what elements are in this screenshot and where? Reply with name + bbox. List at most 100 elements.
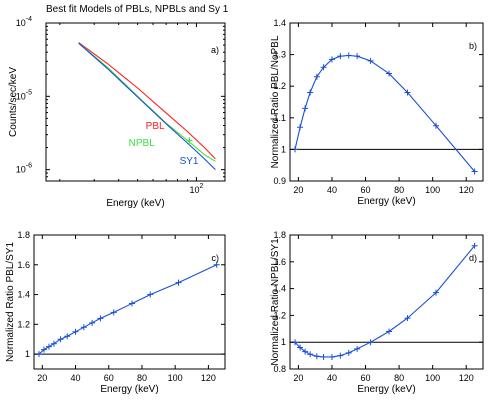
- y-tick-label: 1.6: [17, 260, 30, 270]
- data-point: [433, 289, 440, 296]
- y-tick-label: 1.8: [273, 230, 286, 240]
- npbl-marker: [186, 137, 193, 144]
- series-line-ratio: [294, 54, 476, 172]
- data-point: [89, 319, 96, 326]
- x-tick-label: 102: [189, 183, 203, 195]
- data-point: [367, 57, 374, 64]
- data-point: [302, 348, 309, 355]
- data-point: [386, 328, 393, 335]
- data-point: [128, 300, 135, 307]
- data-point: [471, 242, 478, 249]
- x-tick-label: 60: [104, 373, 114, 383]
- data-point: [433, 122, 440, 129]
- figure-title: Best fit Models of PBLs, NPBLs and Sy 1: [46, 4, 229, 15]
- data-point: [354, 53, 361, 60]
- x-tick-label: 120: [201, 373, 216, 383]
- series-line-sy1: [78, 42, 216, 170]
- series-line-pbl: [78, 42, 216, 160]
- x-tick-label: 100: [168, 373, 183, 383]
- x-axis-label: Energy (keV): [357, 384, 415, 395]
- data-point: [404, 89, 411, 96]
- x-tick-label: 20: [37, 373, 47, 383]
- x-tick-label: 40: [327, 185, 337, 195]
- x-tick-label: 20: [293, 373, 303, 383]
- plot-frame: [289, 22, 484, 182]
- x-axis-label: Energy (keV): [106, 198, 164, 209]
- x-tick-label: 100: [425, 185, 440, 195]
- x-tick-label: 120: [459, 373, 474, 383]
- y-axis-label: Normalized Ratio PBL/SY1: [5, 242, 16, 362]
- series-label-sy1: SY1: [180, 156, 199, 167]
- data-point: [80, 324, 87, 331]
- panel-tag: b): [469, 41, 477, 51]
- data-point: [345, 349, 352, 356]
- y-tick-label: 1.6: [273, 257, 286, 267]
- x-tick-label: 100: [425, 373, 440, 383]
- panel-c: 1 1.2 1.4 1.6 1.8 20 40 60 80 100 120 c) Energy (keV…: [5, 230, 226, 395]
- data-point: [64, 333, 71, 340]
- panel-tag: a): [211, 45, 219, 55]
- y-tick-label: 1: [25, 349, 30, 359]
- data-point: [386, 70, 393, 77]
- data-point: [337, 53, 344, 60]
- data-point: [307, 351, 314, 358]
- y-tick-label: 1.8: [17, 230, 30, 240]
- plot-frame: [45, 22, 226, 182]
- panel-d: 0.8 1 1.2 1.4 1.6 1.8 20 40 60 80 100 120 d) Energy (…: [270, 230, 484, 395]
- x-tick-label: 80: [394, 373, 404, 383]
- panel-b: 0.9 1 1.1 1.2 1.3 1.4 20 40 60 80 100 120 b) Energy (…: [270, 18, 484, 207]
- data-point: [72, 328, 79, 335]
- y-tick-label: 1: [281, 337, 286, 347]
- y-tick-label: 0.8: [273, 364, 286, 374]
- data-point: [40, 346, 47, 353]
- x-tick-label: 80: [137, 373, 147, 383]
- series-label-npbl: NPBL: [129, 138, 156, 149]
- data-point: [328, 56, 335, 63]
- y-tick-label: 1.2: [273, 310, 286, 320]
- data-point: [147, 291, 154, 298]
- x-tick-label: 60: [361, 185, 371, 195]
- panel-tag: d): [469, 253, 477, 263]
- data-point: [313, 73, 320, 80]
- x-tick-label: 40: [71, 373, 81, 383]
- y-tick-label: 1.4: [273, 284, 286, 294]
- data-point: [471, 168, 478, 175]
- data-point: [97, 315, 104, 322]
- y-tick-label: 10-4: [16, 16, 32, 28]
- data-point: [213, 261, 220, 268]
- data-point: [328, 353, 335, 360]
- data-point: [354, 345, 361, 352]
- data-point: [297, 344, 304, 351]
- data-point: [45, 343, 52, 350]
- y-tick-label: 10-6: [16, 163, 32, 175]
- data-point: [313, 353, 320, 360]
- data-point: [404, 315, 411, 322]
- y-tick-label: 1.4: [273, 18, 286, 28]
- y-axis-label: Counts/sec/keV: [8, 67, 19, 137]
- y-tick-label: 0.9: [273, 176, 286, 186]
- x-tick-label: 80: [394, 185, 404, 195]
- plot-frame: [289, 234, 484, 370]
- data-point: [337, 352, 344, 359]
- y-axis-label: Normalized Ratio PBL/NoPBL: [270, 35, 281, 168]
- data-point: [320, 64, 327, 71]
- x-tick-label: 20: [293, 185, 303, 195]
- x-tick-label: 120: [459, 185, 474, 195]
- y-tick-label: 10-5: [16, 89, 32, 101]
- data-point: [57, 336, 64, 343]
- series-line-ratio: [294, 245, 476, 358]
- data-point: [302, 105, 309, 112]
- data-point: [307, 89, 314, 96]
- data-point: [110, 309, 117, 316]
- y-tick-label: 1.4: [17, 290, 30, 300]
- data-point: [50, 340, 57, 347]
- y-tick-label: 1.1: [273, 113, 286, 123]
- data-point: [345, 52, 352, 59]
- data-point: [320, 353, 327, 360]
- y-tick-label: 1: [281, 144, 286, 154]
- x-axis-label: Energy (keV): [357, 196, 415, 207]
- y-axis-label: Normalized Ratio NPBL/SY1: [270, 238, 281, 366]
- y-tick-label: 1.3: [273, 50, 286, 60]
- plot-frame: [33, 234, 226, 370]
